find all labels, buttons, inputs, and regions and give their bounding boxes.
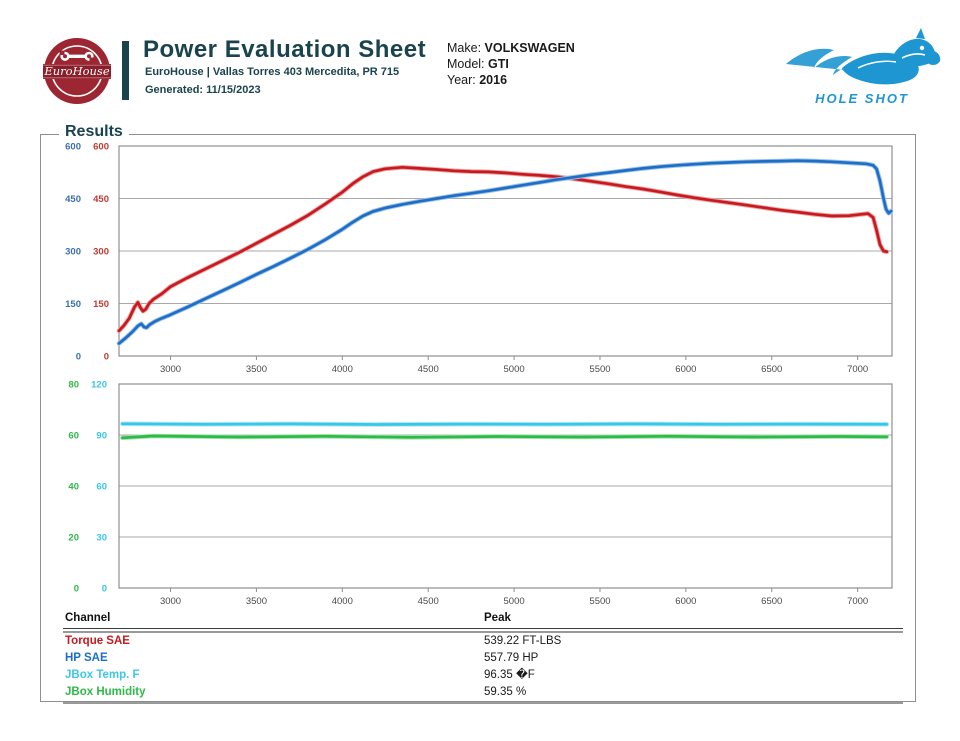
y-axis-label: 60: [68, 431, 79, 442]
torque-sae-halo: [116, 164, 890, 334]
environment-chart-svg: 3000 3500 4000 4500 5000 5500 6000 6500 70008060…: [68, 380, 893, 607]
y-axis-label: 40: [68, 482, 79, 493]
y-axis-label: 150: [65, 299, 81, 310]
channel-cell: JBox Humidity: [65, 686, 146, 698]
holeshot-logo: HOLE SHOT: [782, 24, 942, 110]
wrench-icon: [59, 50, 95, 62]
holeshot-wordmark: HOLE SHOT: [815, 91, 909, 106]
torque-sae-line: [117, 165, 889, 333]
results-section-title: Results: [59, 123, 129, 141]
x-tick-label: 3000: [160, 596, 181, 607]
channel-cell: Torque SAE: [65, 635, 130, 647]
x-tick-label: 3500: [246, 364, 267, 375]
y-axis-label: 0: [104, 352, 109, 363]
y-axis-label: 450: [93, 194, 109, 205]
y-axis-label: 0: [102, 584, 107, 595]
vehicle-year: Year: 2016: [447, 73, 508, 87]
x-tick-label: 5000: [504, 364, 525, 375]
jbox-humidity-line: [121, 434, 889, 440]
jbox-temp-f-line: [121, 422, 889, 426]
y-axis-label: 30: [96, 533, 107, 544]
x-tick-label: 3000: [160, 364, 181, 375]
page-title: Power Evaluation Sheet: [143, 36, 427, 63]
logo-brand-text: EuroHouse: [43, 64, 109, 78]
channel-cell: JBox Temp. F: [65, 669, 140, 681]
table-row: JBox Temp. F 96.35 �F: [63, 667, 903, 684]
environment-chart: 3000 3500 4000 4500 5000 5500 6000 6500 7000 80 60…: [41, 380, 915, 615]
y-axis-label: 0: [76, 352, 81, 363]
y-axis-label: 0: [74, 584, 79, 595]
y-axis-label: 300: [65, 247, 81, 258]
peak-table: Channel Peak Torque SAE 539.22 FT-LBS HP S…: [63, 612, 903, 704]
peak-cell: 96.35 �F: [484, 669, 535, 681]
vehicle-info: Make: VOLKSWAGEN Model: GTI Year: 2016: [447, 40, 575, 88]
channel-column-header: Channel: [65, 612, 111, 624]
x-tick-label: 3500: [246, 596, 267, 607]
x-tick-label: 4500: [418, 364, 439, 375]
table-row: Torque SAE 539.22 FT-LBS: [63, 633, 903, 650]
logo-banner: [43, 64, 111, 79]
vehicle-make: Make: VOLKSWAGEN: [447, 41, 575, 55]
y-axis-label: 80: [68, 380, 79, 391]
peak-column-header: Peak: [484, 612, 511, 624]
y-axis-label: 600: [65, 142, 81, 153]
y-axis-label: 150: [93, 299, 109, 310]
x-tick-label: 5000: [504, 596, 525, 607]
x-tick-label: 5500: [589, 596, 610, 607]
hp-sae-line: [117, 159, 893, 345]
horse-eye: [919, 45, 925, 51]
plot-border: [118, 383, 893, 589]
x-tick-label: 6000: [675, 596, 696, 607]
x-tick-label: 6500: [761, 596, 782, 607]
peak-table-header: Channel Peak: [63, 612, 903, 629]
y-axis-label: 300: [93, 247, 109, 258]
horse-icon: [786, 28, 941, 85]
x-tick-label: 5500: [589, 364, 610, 375]
header-accent-bar: [122, 41, 129, 100]
eurohouse-logo: EuroHouse: [43, 38, 111, 104]
shop-address: EuroHouse | Vallas Torres 403 Mercedita,…: [145, 66, 400, 78]
peak-cell: 59.35 %: [484, 686, 527, 698]
y-axis-label: 60: [96, 482, 107, 493]
x-tick-label: 6500: [761, 364, 782, 375]
y-axis-label: 450: [65, 194, 81, 205]
plot-border: [118, 145, 893, 357]
generated-date: Generated: 11/15/2023: [145, 84, 261, 96]
x-tick-label: 7000: [847, 596, 868, 607]
channel-cell: HP SAE: [65, 652, 108, 664]
y-axis-label: 120: [91, 380, 107, 391]
y-axis-label: 20: [68, 533, 79, 544]
x-tick-label: 7000: [847, 364, 868, 375]
y-axis-label: 600: [93, 142, 109, 153]
y-axis-label: 90: [96, 431, 107, 442]
table-row: HP SAE 557.79 HP: [63, 650, 903, 667]
vehicle-model: Model: GTI: [447, 57, 509, 71]
dyno-power-chart: 3000 3500 4000 4500 5000 5500 6000 6500 7000 600 4…: [41, 135, 915, 384]
table-rule: [63, 631, 903, 633]
peak-cell: 557.79 HP: [484, 652, 539, 664]
table-row: JBox Humidity 59.35 %: [63, 684, 903, 701]
x-tick-label: 4000: [332, 596, 353, 607]
peak-cell: 539.22 FT-LBS: [484, 635, 562, 647]
x-tick-label: 6000: [675, 364, 696, 375]
x-tick-label: 4500: [418, 596, 439, 607]
x-tick-label: 4000: [332, 364, 353, 375]
power-torque-chart-svg: 3000 3500 4000 4500 5000 5500 6000 6500 70006004…: [65, 142, 894, 375]
results-section: Results 3000 3500 4000 4500 5000 5500 6000 6500…: [40, 123, 916, 704]
table-rule: [63, 702, 903, 704]
